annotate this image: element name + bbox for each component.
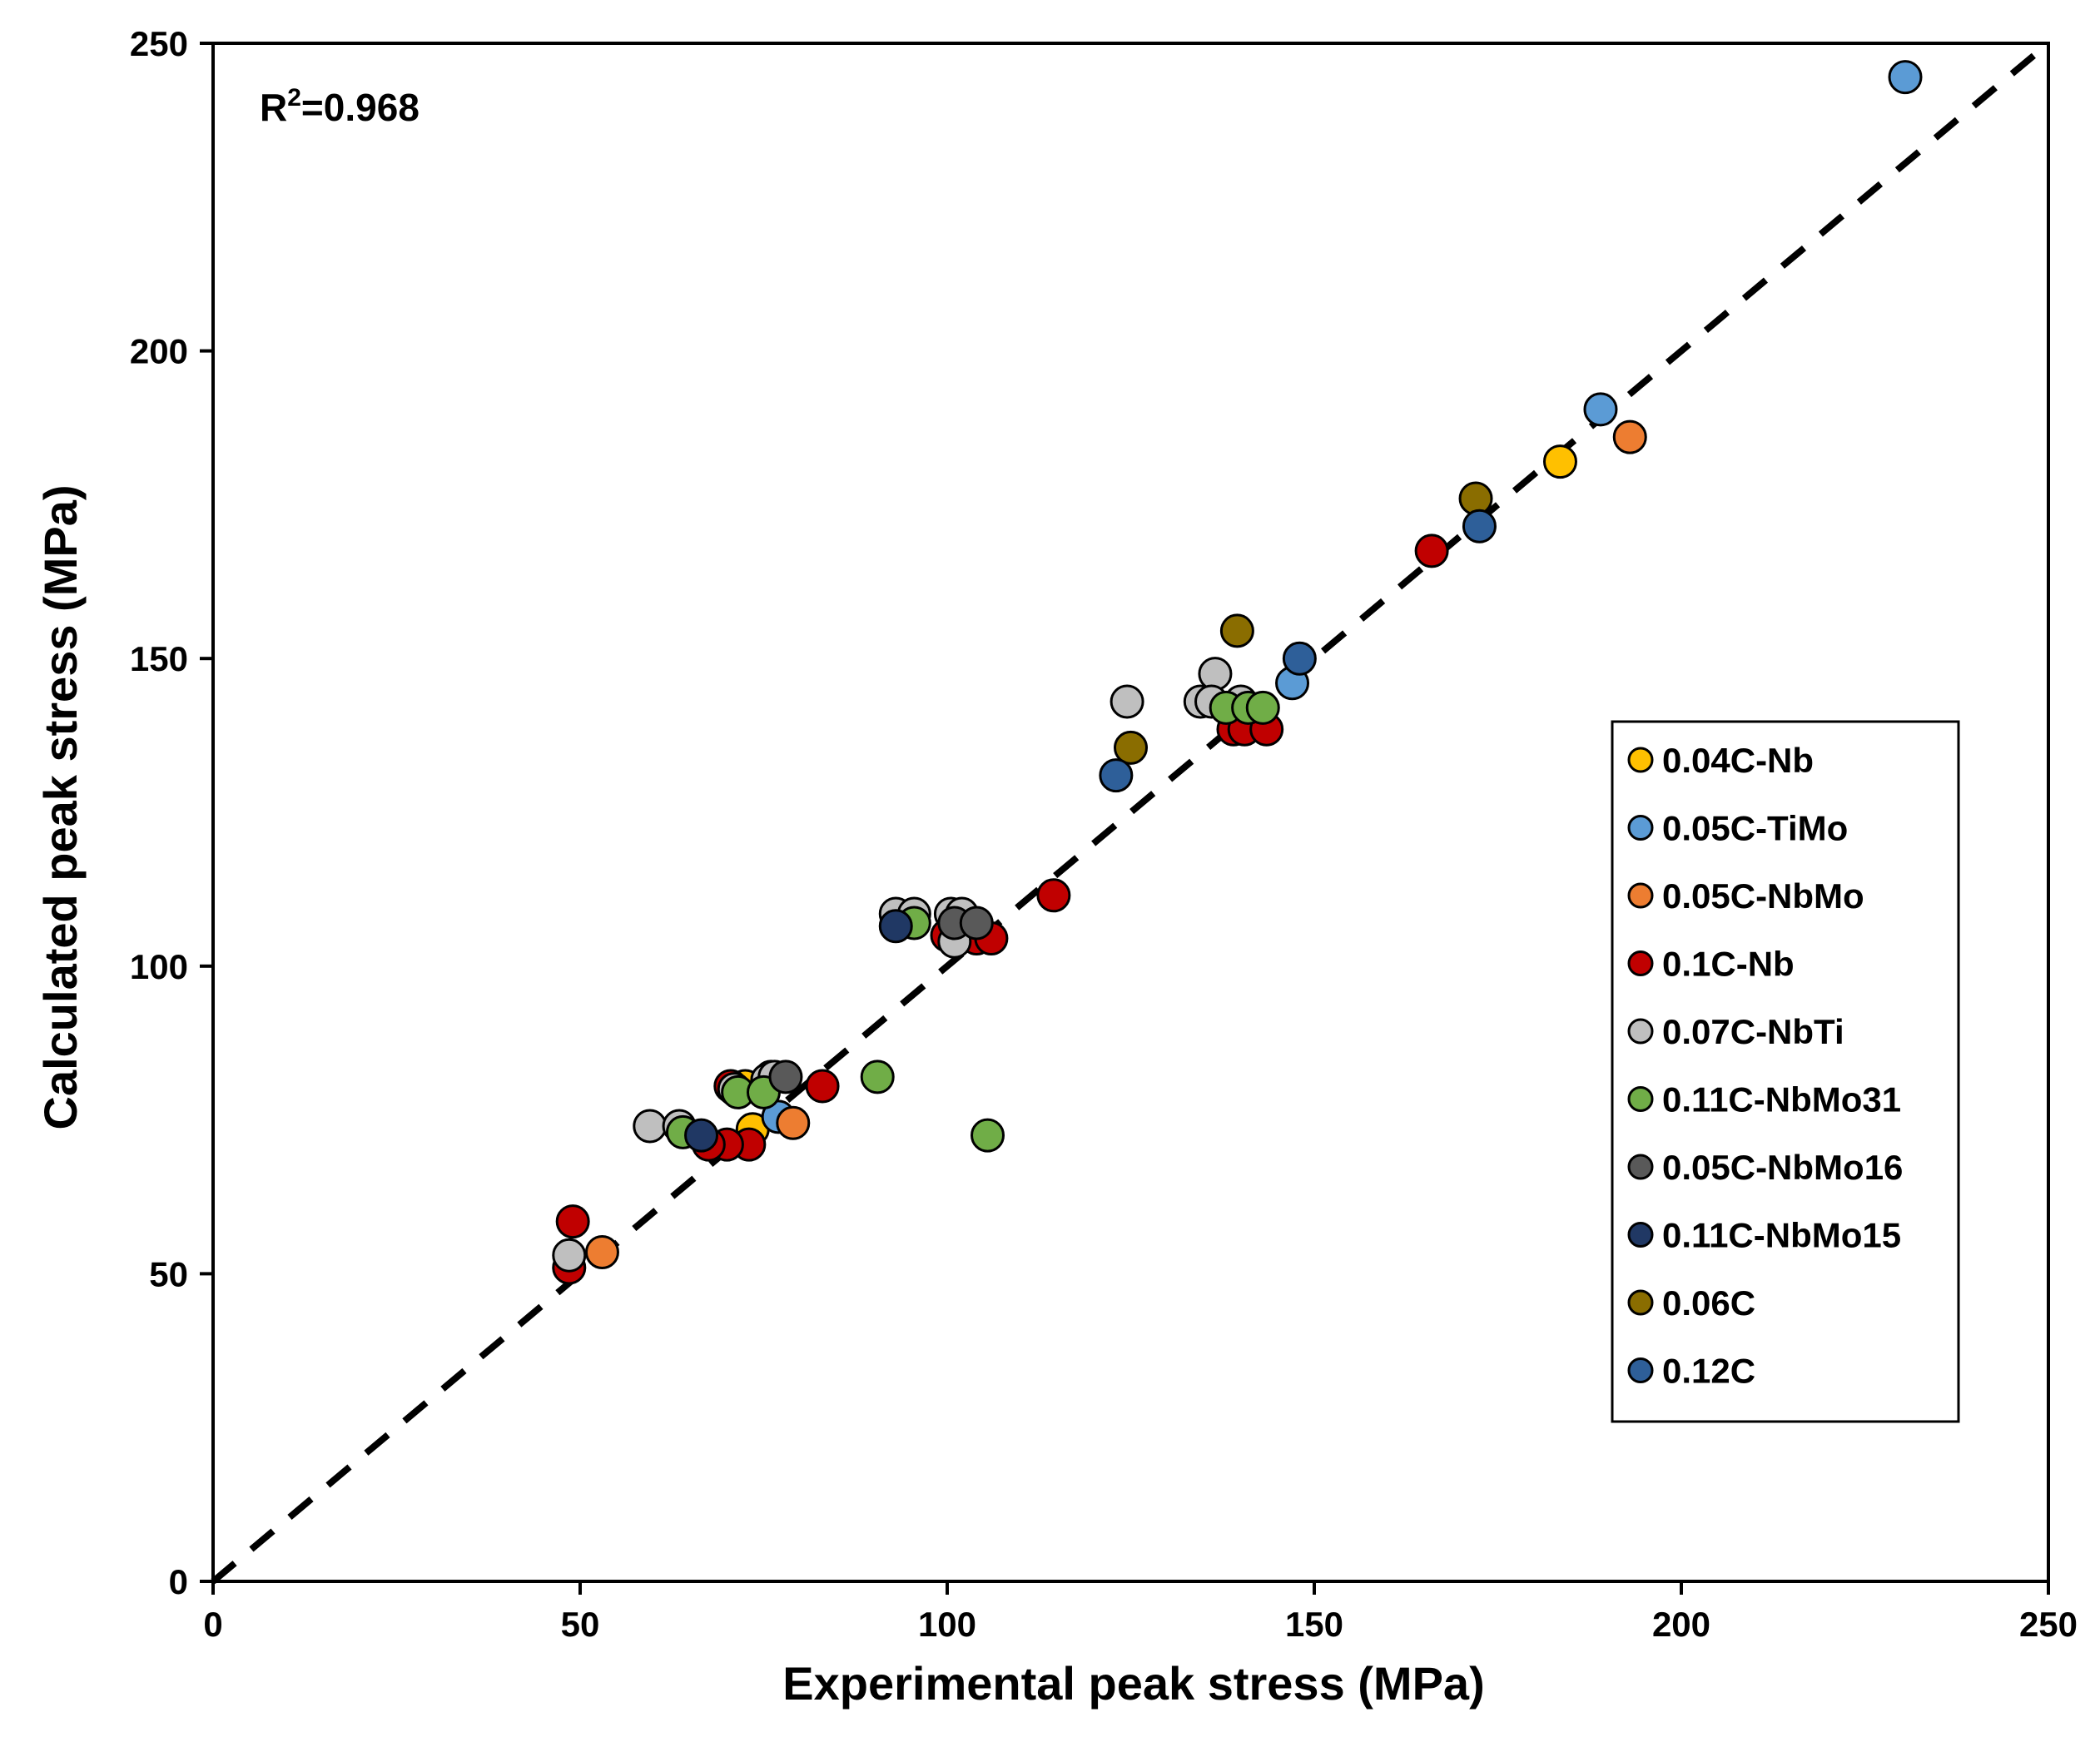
legend-label: 0.04C-Nb: [1662, 741, 1814, 780]
legend-label: 0.05C-NbMo16: [1662, 1148, 1903, 1187]
legend-marker: [1627, 1357, 1654, 1383]
plot-frame: [211, 42, 2050, 1583]
x-axis-title: Experimental peak stress (MPa): [782, 1657, 1484, 1710]
plot-area: [211, 42, 2050, 1583]
data-point: [860, 1060, 895, 1094]
legend-box: [1611, 720, 1960, 1423]
data-point: [1282, 641, 1317, 676]
legend-label: 0.06C: [1662, 1283, 1755, 1323]
data-point: [1110, 684, 1144, 719]
legend-label: 0.11C-NbMo15: [1662, 1216, 1901, 1255]
data-points-layer: [552, 60, 1923, 1285]
y-tick-label: 150: [130, 639, 188, 678]
data-point: [959, 906, 994, 940]
data-point: [1414, 534, 1449, 568]
data-point: [1245, 690, 1280, 725]
legend-marker: [1627, 1086, 1654, 1112]
legend-label: 0.1C-Nb: [1662, 945, 1795, 984]
data-point: [805, 1069, 840, 1104]
x-tick-label: 0: [203, 1605, 222, 1644]
series-group: [665, 690, 1280, 1153]
legend-marker: [1627, 882, 1654, 909]
r-squared-value: =0.968: [301, 86, 420, 129]
data-point: [1219, 613, 1254, 648]
r-squared-prefix: R: [260, 86, 287, 129]
legend-marker: [1627, 747, 1654, 773]
data-point: [584, 1235, 619, 1270]
data-point: [552, 1238, 587, 1273]
legend-marker: [1627, 1154, 1654, 1180]
r-squared-superscript: 2: [287, 84, 301, 112]
series-group: [768, 906, 994, 1094]
x-tick-label: 150: [1285, 1605, 1343, 1644]
x-tick-label: 100: [918, 1605, 976, 1644]
y-tick-label: 100: [130, 947, 188, 986]
legend-marker: [1627, 950, 1654, 976]
y-tick-label: 50: [149, 1254, 188, 1293]
y-tick-label: 200: [130, 332, 188, 371]
data-point: [1099, 758, 1134, 793]
x-tick-label: 200: [1652, 1605, 1710, 1644]
legend-marker: [1627, 1222, 1654, 1248]
data-point: [768, 1060, 803, 1094]
legend-marker: [1627, 815, 1654, 841]
legend-marker: [1627, 1289, 1654, 1316]
series-group: [684, 909, 913, 1153]
data-point: [633, 1109, 668, 1144]
data-point: [776, 1105, 811, 1140]
legend-label: 0.05C-NbMo: [1662, 876, 1864, 916]
legend-label: 0.12C: [1662, 1352, 1755, 1391]
r-squared-annotation: R2=0.968: [260, 84, 420, 129]
data-point: [1583, 392, 1618, 427]
legend: 0.04C-Nb 0.05C-TiMo 0.05C-NbMo 0.1C-Nb 0.07C…: [1611, 720, 1960, 1423]
data-point: [684, 1118, 719, 1153]
data-point: [971, 1118, 1005, 1153]
legend-marker: [1627, 1018, 1654, 1045]
data-point: [1036, 878, 1071, 913]
y-axis-title: Calculated peak stress (MPa): [34, 485, 87, 1130]
data-point: [878, 909, 913, 944]
x-tick-label: 50: [561, 1605, 600, 1644]
data-point: [1888, 60, 1923, 95]
legend-label: 0.11C-NbMo31: [1662, 1080, 1901, 1119]
data-point: [1114, 730, 1148, 765]
series-group: [1114, 481, 1493, 765]
y-tick-label: 250: [130, 24, 188, 63]
y-tick-label: 0: [169, 1562, 188, 1601]
legend-label: 0.05C-TiMo: [1662, 809, 1848, 848]
x-tick-label: 250: [2019, 1605, 2078, 1644]
series-group: [1099, 509, 1497, 793]
legend-label: 0.07C-NbTi: [1662, 1012, 1844, 1051]
data-point: [1612, 419, 1647, 454]
data-point: [1542, 444, 1577, 479]
axes-layer: 0 50 100 150 200 250 0 50 100 150 200 250: [130, 24, 2078, 1644]
data-point: [1462, 509, 1497, 543]
data-point: [555, 1204, 590, 1239]
